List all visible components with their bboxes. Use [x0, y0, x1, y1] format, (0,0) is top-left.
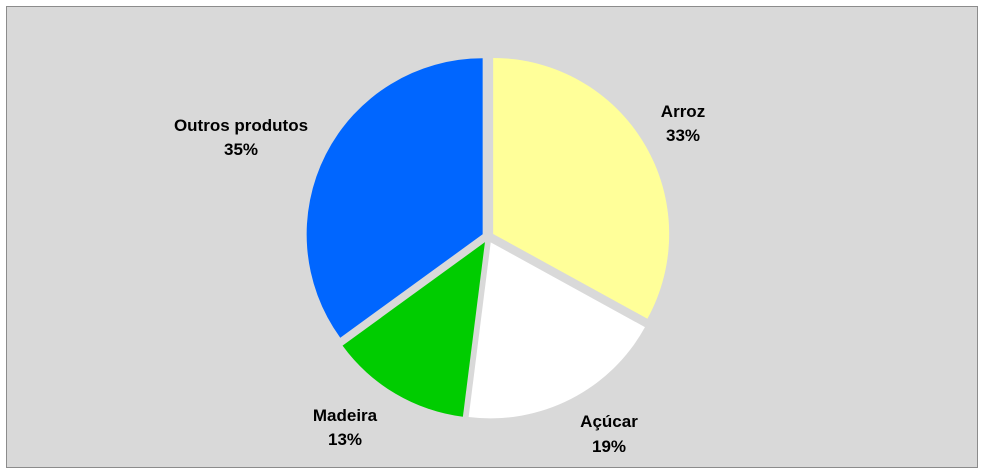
label-arroz-value: 33% — [666, 126, 700, 145]
label-arroz-name: Arroz — [661, 102, 705, 121]
label-acucar-value: 19% — [592, 437, 626, 456]
label-outros-value: 35% — [224, 140, 258, 159]
pie-slice-a-car — [468, 242, 645, 419]
label-madeira-value: 13% — [328, 430, 362, 449]
label-madeira-name: Madeira — [313, 406, 378, 425]
pie-slices — [306, 57, 670, 419]
pie-slice-madeira — [342, 242, 485, 417]
pie-slice-outros-produtos — [306, 58, 483, 338]
pie-slice-arroz — [493, 57, 670, 319]
label-acucar-name: Açúcar — [580, 412, 638, 431]
label-outros-name: Outros produtos — [174, 116, 308, 135]
